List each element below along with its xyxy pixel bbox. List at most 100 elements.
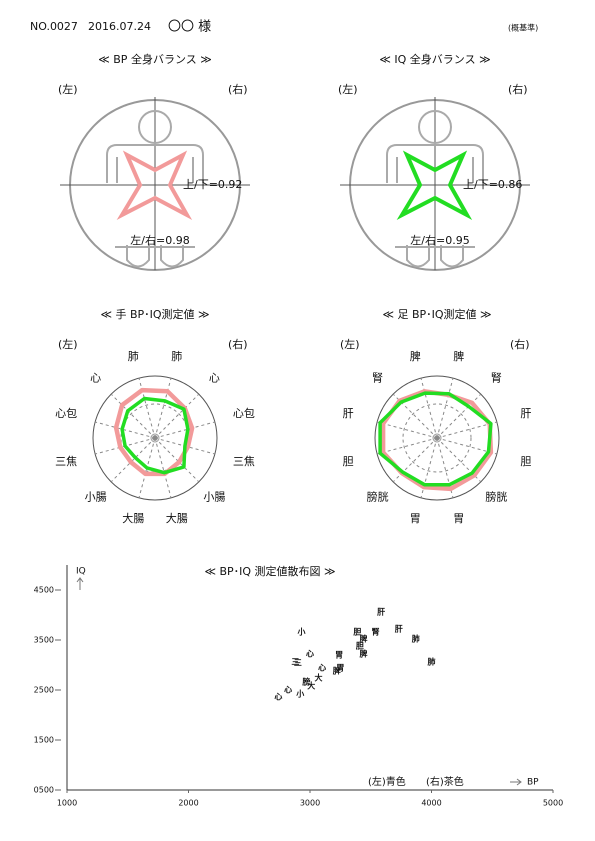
left-label: (左) xyxy=(338,83,358,96)
point: 大 xyxy=(307,681,315,691)
outline xyxy=(92,375,218,501)
radar-series xyxy=(120,396,190,475)
x-tick-label: 4000 xyxy=(421,799,441,808)
point: 脾 xyxy=(332,666,341,676)
y-axis-label: IQ xyxy=(76,567,86,577)
category-label: 三焦 xyxy=(55,455,77,468)
point: 脾 xyxy=(358,634,367,644)
spoke xyxy=(110,437,156,483)
point: 肺 xyxy=(412,634,420,644)
spoke xyxy=(436,393,482,439)
spoke xyxy=(138,377,156,439)
right-label: (右) xyxy=(228,82,248,96)
category-label: 大腸 xyxy=(122,511,144,525)
spoke xyxy=(392,393,438,439)
spoke xyxy=(420,377,438,439)
record-number: NO.0027 xyxy=(30,20,78,33)
point: 肺 xyxy=(428,657,436,667)
category-label: 脾 xyxy=(410,349,421,363)
category-label: 小腸 xyxy=(85,490,107,503)
figure-head xyxy=(138,110,172,144)
point: 胆 xyxy=(353,628,361,637)
point: 腎 xyxy=(372,627,380,637)
x-axis-label: BP xyxy=(527,778,539,788)
spoke xyxy=(436,437,498,455)
category-label: 心 xyxy=(209,372,220,385)
balance-star xyxy=(116,150,193,220)
category-label: 膀胱 xyxy=(485,489,507,503)
chart-title: ≪ 手 BP･IQ測定値 ≫ xyxy=(100,307,209,321)
annotation: 左/右=0.95 xyxy=(410,233,469,247)
y-tick-label: 3500 xyxy=(34,636,54,645)
x-arrow xyxy=(510,778,522,786)
client-name: 〇〇 様 xyxy=(168,20,211,35)
right-label: (右) xyxy=(508,82,528,96)
category-label: 膀胱 xyxy=(367,489,389,503)
spoke xyxy=(436,377,454,439)
spoke xyxy=(154,377,172,439)
y-tick-label: 0500 xyxy=(34,786,54,795)
category-label: 心包 xyxy=(233,407,255,420)
date: 2016.07.24 xyxy=(88,20,151,33)
spoke xyxy=(154,393,200,439)
category-label: 大腸 xyxy=(166,511,188,525)
x-tick-label: 3000 xyxy=(300,799,320,808)
point: 肝 xyxy=(395,625,403,634)
x-tick-label: 5000 xyxy=(543,799,563,808)
legend-entry: (右)茶色 xyxy=(426,775,464,788)
category-label: 脾 xyxy=(453,349,464,363)
y-arrow xyxy=(76,577,84,590)
spoke xyxy=(154,437,172,499)
right-label: (右) xyxy=(510,337,530,351)
annotation: 上/下=0.92 xyxy=(183,178,242,191)
figure-legs xyxy=(115,245,195,268)
legend-entry: (左)青色 xyxy=(368,775,406,788)
category-label: 心包 xyxy=(55,407,77,420)
spoke xyxy=(436,437,482,483)
point: 小 xyxy=(296,627,305,637)
spoke xyxy=(420,437,438,499)
point: 心 xyxy=(284,685,292,695)
left-label: (左) xyxy=(58,338,78,351)
x-tick-label: 2000 xyxy=(178,799,198,808)
left-label: (左) xyxy=(340,338,360,351)
point: 胃 xyxy=(336,664,344,673)
spoke xyxy=(154,437,200,483)
category-label: 胃 xyxy=(410,512,421,525)
point: 心 xyxy=(318,663,326,673)
point: 三 xyxy=(294,659,302,668)
category-label: 胃 xyxy=(453,512,464,525)
category-label: 腎 xyxy=(372,372,383,385)
figure-body xyxy=(386,144,484,183)
point: 胆 xyxy=(356,642,364,651)
point: 大 xyxy=(315,673,323,683)
category-label: 三焦 xyxy=(233,455,255,468)
category-label: 肺 xyxy=(128,350,139,363)
spoke xyxy=(392,437,438,483)
left-label: (左) xyxy=(58,83,78,96)
category-label: 肺 xyxy=(171,350,182,363)
point: 小 xyxy=(295,689,304,699)
y-tick-label: 4500 xyxy=(34,586,54,595)
point: 肝 xyxy=(377,608,385,617)
spoke xyxy=(376,421,438,439)
point: 膀 xyxy=(301,677,310,687)
category-label: 小腸 xyxy=(203,490,225,503)
annotation: 上/下=0.86 xyxy=(463,178,522,191)
point: 心 xyxy=(306,649,314,659)
spoke xyxy=(94,421,156,439)
note: (概基準) xyxy=(508,23,538,33)
spoke xyxy=(436,437,454,499)
chart-title: ≪ BP･IQ 測定値散布図 ≫ xyxy=(204,564,335,578)
point: 脾 xyxy=(358,649,367,659)
category-label: 心 xyxy=(90,372,101,385)
annotation: 左/右=0.98 xyxy=(130,233,189,247)
outline xyxy=(374,375,500,501)
category-label: 肝 xyxy=(520,407,531,420)
spoke xyxy=(154,421,216,439)
chart-title: ≪ 足 BP･IQ測定値 ≫ xyxy=(382,307,491,321)
chart-title: ≪ IQ 全身バランス ≫ xyxy=(379,52,490,66)
figure-head xyxy=(418,110,452,144)
